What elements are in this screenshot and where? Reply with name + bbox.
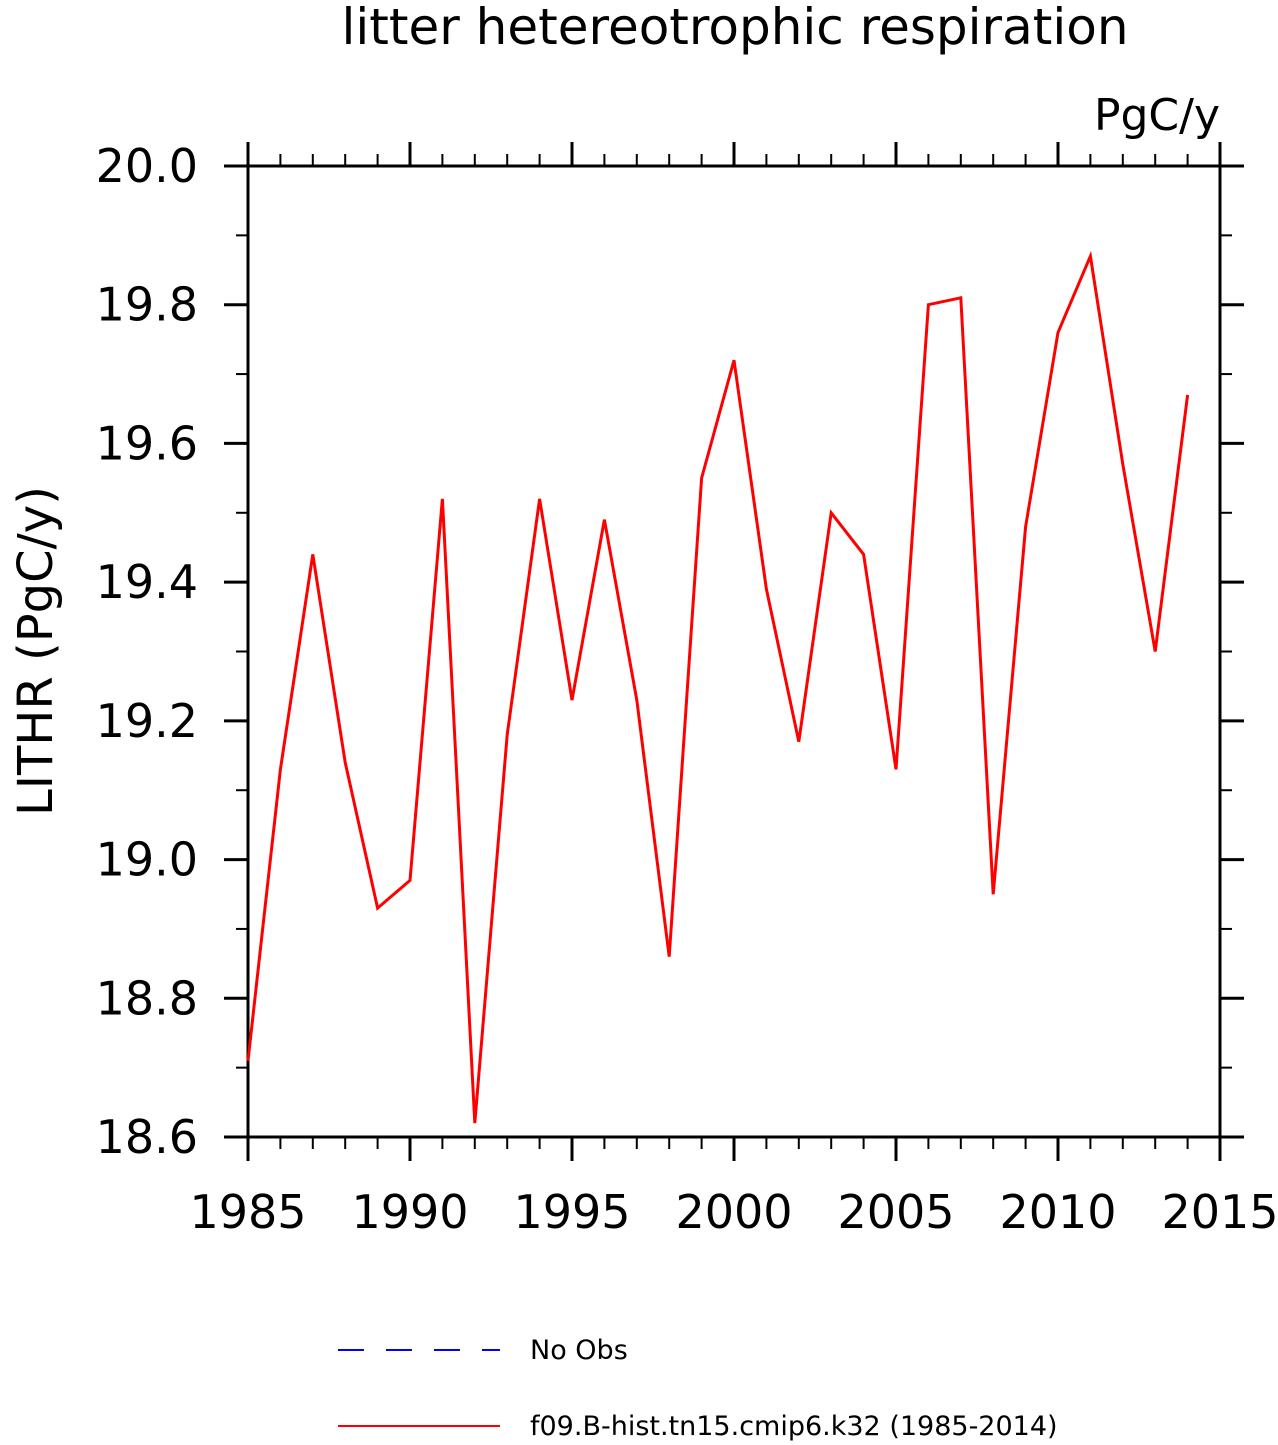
legend-label-no-obs: No Obs (530, 1335, 628, 1366)
x-tick-label: 2005 (837, 1185, 954, 1239)
y-tick-label: 19.6 (96, 416, 198, 470)
legend: No Obs f09.B-hist.tn15.cmip6.k32 (1985-2… (338, 1335, 1058, 1442)
x-tick-label: 2000 (675, 1185, 792, 1239)
x-tick-label: 1985 (189, 1185, 306, 1239)
y-tick-label: 19.4 (96, 555, 198, 609)
y-axis-label: LITHR (PgC/y) (8, 486, 64, 816)
y-tick-label: 19.8 (96, 278, 198, 332)
y-tick-label: 19.2 (96, 694, 198, 748)
x-tick-label: 1995 (513, 1185, 630, 1239)
x-tick-label: 2010 (999, 1185, 1116, 1239)
y-tick-label: 18.8 (96, 971, 198, 1025)
units-label: PgC/y (1094, 90, 1220, 141)
axis-ticks (224, 142, 1244, 1161)
legend-label-model: f09.B-hist.tn15.cmip6.k32 (1985-2014) (530, 1411, 1058, 1442)
y-tick-labels: 18.6 18.8 19.0 19.2 19.4 19.6 19.8 20.0 (96, 139, 198, 1164)
y-tick-label: 20.0 (96, 139, 198, 193)
plot-frame (246, 164, 1222, 1139)
y-tick-label: 19.0 (96, 833, 198, 887)
x-tick-labels: 1985 1990 1995 2000 2005 2010 2015 (189, 1185, 1278, 1239)
y-tick-label: 18.6 (96, 1110, 198, 1164)
x-tick-label: 1990 (351, 1185, 468, 1239)
series-layer (246, 250, 1190, 1124)
x-tick-label: 2015 (1161, 1185, 1278, 1239)
series-line (246, 250, 1190, 1124)
chart-title: litter hetereotrophic respiration (341, 0, 1128, 56)
